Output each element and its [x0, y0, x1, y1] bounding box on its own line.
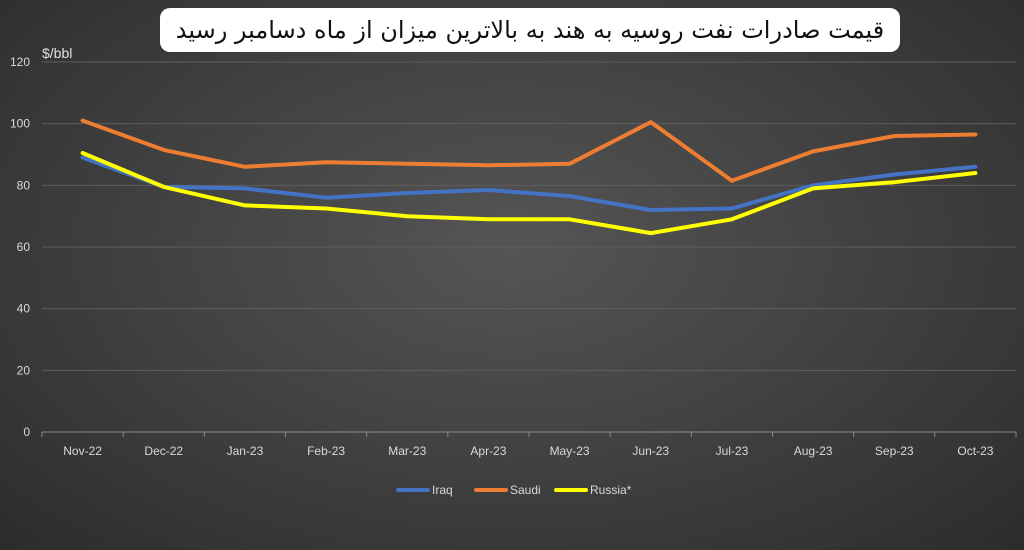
x-tick-label: Jan-23: [227, 444, 264, 458]
legend-label: Russia*: [590, 483, 632, 497]
x-tick-label: Dec-22: [144, 444, 183, 458]
x-tick-label: Feb-23: [307, 444, 345, 458]
x-tick-label: Mar-23: [388, 444, 426, 458]
y-tick-label: 100: [10, 117, 30, 131]
x-tick-label: Nov-22: [63, 444, 102, 458]
y-tick-label: 80: [17, 178, 31, 192]
x-tick-label: Apr-23: [470, 444, 506, 458]
y-axis-ticks: 0 20 40 60 80 100 120: [10, 55, 30, 439]
series-line-iraq: [80, 155, 978, 212]
x-tick-label: Sep-23: [875, 444, 914, 458]
chart-title-box: قیمت صادرات نفت روسیه به هند به بالاترین…: [160, 8, 900, 52]
legend-label: Iraq: [432, 483, 453, 497]
legend-label: Saudi: [510, 483, 541, 497]
legend: Iraq Saudi Russia*: [396, 483, 632, 497]
x-tick-label: Aug-23: [794, 444, 833, 458]
x-tick-label: May-23: [550, 444, 590, 458]
y-tick-label: 120: [10, 55, 30, 69]
x-tick-label: Oct-23: [957, 444, 993, 458]
x-tick-label: Jul-23: [716, 444, 749, 458]
gridlines: [42, 61, 1016, 433]
series-line-russia: [80, 151, 978, 236]
y-axis-label: $/bbl: [42, 45, 72, 61]
y-tick-label: 20: [17, 363, 31, 377]
x-tick-label: Jun-23: [632, 444, 669, 458]
series-lines: [80, 118, 978, 236]
series-line-saudi: [80, 118, 978, 183]
y-tick-label: 0: [23, 425, 30, 439]
y-tick-label: 40: [17, 302, 31, 316]
chart-title: قیمت صادرات نفت روسیه به هند به بالاترین…: [175, 16, 885, 44]
y-tick-label: 60: [17, 240, 31, 254]
x-axis-ticks: Nov-22 Dec-22 Jan-23 Feb-23 Mar-23 Apr-23 May-…: [41, 432, 1017, 458]
